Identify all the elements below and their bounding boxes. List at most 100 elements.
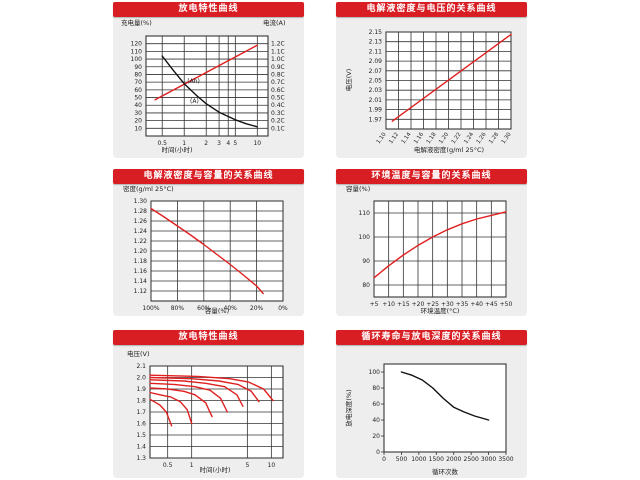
y-tick-label: 1.4	[136, 444, 146, 451]
y2-tick-label: 0.5C	[271, 95, 285, 102]
y-tick-label: 100	[131, 56, 143, 63]
y2-tick-label: 0.9C	[271, 64, 285, 71]
x-tick-label: 1.26	[476, 131, 488, 145]
y2-tick-label: 0.3C	[271, 110, 285, 117]
series-line	[161, 55, 259, 128]
y-tick-label: 50	[134, 95, 142, 102]
y-tick-label: 1.30	[134, 198, 148, 205]
x-tick-label: 1.24	[463, 131, 475, 145]
y-tick-label: 1.3	[136, 455, 146, 462]
density-voltage-chart: 1.10 1.12 1.14 1.16 1.18 1.20 1.22 1.24 1.26 1.28…	[344, 29, 513, 154]
y-tick-label: 2.03	[369, 87, 383, 94]
x-tick-label: 3000	[481, 456, 496, 463]
y-tick-label: 120	[131, 41, 143, 48]
y-tick-label: 1.12	[134, 288, 148, 295]
x-tick-label: 20%	[250, 305, 264, 312]
y-tick-label: 2.13	[369, 39, 383, 46]
y-axis-label: 电压(V)	[127, 349, 150, 358]
x-tick-label: 1	[190, 462, 194, 469]
x-axis-label: 环境温度(°C)	[421, 306, 460, 315]
x-tick-label: +50	[500, 301, 513, 308]
y2-tick-label: 0.8C	[271, 71, 285, 78]
chart-title: 电解液密度与容量的关系曲线	[113, 169, 304, 184]
x-tick-label: 1.14	[401, 131, 413, 145]
y-tick-label: 1.26	[134, 218, 148, 225]
chart-title: 循环寿命与放电深度的关系曲线	[336, 330, 527, 345]
x-tick-label: 40%	[224, 305, 238, 312]
series-line	[149, 387, 213, 418]
x-tick-label: 60%	[197, 305, 211, 312]
y-tick-label: 1.8	[136, 398, 146, 405]
chart-panel-cycle-life: 循环寿命与放电深度的关系曲线 0 500 1000 1500 2000 2500 3000 3…	[336, 330, 527, 478]
y2-tick-label: 0.6C	[271, 87, 285, 94]
x-tick-label: +40	[470, 301, 483, 308]
y-axis-label: 放电深度(%)	[344, 389, 353, 426]
y-axis-label: 电压(V)	[344, 69, 353, 92]
y-tick-label: 2.0	[136, 375, 146, 382]
y-tick-label: 1.7	[136, 409, 146, 416]
x-tick-label: 4	[226, 140, 230, 147]
chart-panel-discharge-voltage: 放电特性曲线 0.5 1 5 10 1.3 1.4 1.5 1.6 1.7 1.8 1.9 2.0 2.…	[113, 330, 304, 478]
x-tick-label: +20	[412, 301, 425, 308]
y-tick-label: 2.05	[369, 78, 383, 85]
y-tick-label: 20	[134, 118, 142, 125]
series-line	[149, 398, 173, 427]
series-line	[149, 374, 274, 402]
x-tick-label: 80%	[171, 305, 185, 312]
y-tick-label: 1.9	[136, 386, 146, 393]
x-tick-label: 10	[253, 140, 261, 147]
x-axis-label: 时间(小时)	[199, 465, 230, 474]
x-tick-label: 1.12	[388, 132, 400, 145]
y-tick-label: 2.15	[369, 29, 383, 36]
x-tick-label: 1	[182, 140, 186, 147]
x-axis-label: 容量(%)	[205, 306, 229, 315]
discharge-voltage-chart: 0.5 1 5 10 1.3 1.4 1.5 1.6 1.7 1.8 1.9 2.0 2.1 时间(小时)…	[127, 349, 284, 474]
chart-panel-density-capacity: 电解液密度与容量的关系曲线 100% 80% 60% 40% 20% 0% 1.12 1.14…	[113, 169, 304, 316]
x-tick-label: +45	[485, 301, 498, 308]
y2-tick-label: 0.7C	[271, 79, 285, 86]
y2-tick-label: 0.2C	[271, 118, 285, 125]
y-tick-label: 10	[134, 125, 142, 132]
y-tick-label: 80	[134, 71, 142, 78]
y-tick-label: 100	[359, 234, 371, 241]
chart-title: 放电特性曲线	[113, 2, 304, 17]
y-tick-label: 0	[376, 449, 380, 456]
x-tick-label: 1.18	[426, 131, 438, 145]
x-tick-label: 5	[245, 462, 249, 469]
discharge-characteristic-chart: 0.5 1 2 3 4 5 101020304050607080901001101200.1…	[121, 18, 286, 154]
x-tick-label: 10	[268, 462, 276, 469]
y-tick-label: 1.14	[134, 278, 148, 285]
x-axis-label: 循环次数	[432, 467, 459, 476]
x-tick-label: 3	[217, 140, 221, 147]
y-tick-label: 90	[134, 64, 142, 71]
series-line	[400, 371, 490, 421]
y-axis-label: 密度(g/ml 25°C)	[123, 185, 174, 193]
annotation-label: (Ah)	[187, 78, 200, 85]
x-tick-label: 1.28	[488, 131, 500, 145]
y-tick-label: 1.22	[134, 238, 148, 245]
chart-panel-discharge-characteristic: 放电特性曲线 0.5 1 2 3 4 5 10 10 20 30 40 50 60 70 80 90 100 11…	[113, 2, 304, 158]
x-tick-label: 100%	[142, 305, 159, 312]
y-tick-label: 60	[134, 87, 142, 94]
y-tick-label: 2.11	[369, 48, 383, 55]
x-tick-label: 1.20	[438, 131, 450, 145]
chart-title: 电解液密度与电压的关系曲线	[336, 2, 527, 17]
series-line	[373, 211, 507, 279]
y-tick-label: 100	[369, 369, 381, 376]
x-tick-label: +30	[441, 301, 454, 308]
chart-title: 环境温度与容量的关系曲线	[336, 169, 527, 184]
x-tick-label: 5	[233, 140, 237, 147]
y-tick-label: 1.16	[134, 268, 148, 275]
y2-axis-label: 电流(A)	[263, 18, 286, 27]
y2-tick-label: 1.1C	[271, 48, 285, 55]
y-tick-label: 80	[362, 282, 370, 289]
x-tick-label: 1.10	[376, 131, 388, 145]
y-tick-label: 40	[134, 102, 142, 109]
y-tick-label: 110	[359, 210, 371, 217]
x-axis-label: 电解液密度(g/ml 25°C)	[414, 145, 484, 154]
chart-panel-density-voltage: 电解液密度与电压的关系曲线 1.10 1.12 1.14 1.16 1.18 1.20 1.…	[336, 2, 527, 158]
x-tick-label: +15	[397, 301, 410, 308]
plot-area	[373, 200, 507, 298]
cycle-life-chart: 0 500 1000 1500 2000 2500 3000 3500 0 20 40 60 80 100…	[344, 363, 514, 476]
chart-panel-temperature-capacity: 环境温度与容量的关系曲线 +5 +10 +15 +20 +25 +30 +35 +40 +45 +…	[336, 169, 527, 316]
